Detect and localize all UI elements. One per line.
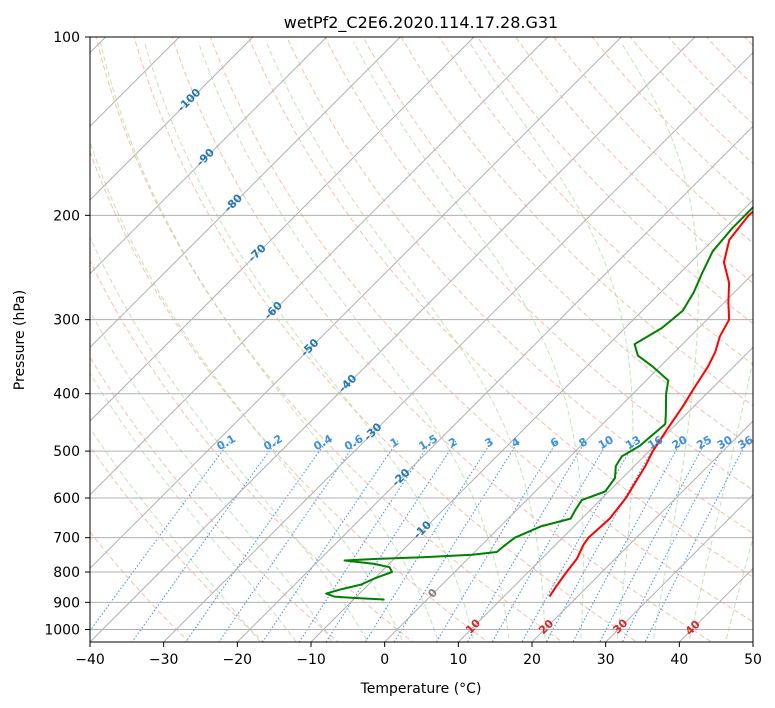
x-tick-label: −40 <box>75 652 105 668</box>
mixing-ratio-line <box>435 440 558 642</box>
isotherm-line <box>90 37 254 201</box>
moist-adiabat-line <box>468 41 634 642</box>
dry-adiabat-line <box>209 37 753 623</box>
x-axis-ticks: −40 −30 −20 −10 0 10 20 30 40 50 <box>75 642 762 668</box>
y-tick-label: 800 <box>53 565 80 581</box>
y-tick-label: 100 <box>53 30 80 46</box>
sounding-line <box>325 205 753 601</box>
isotherm-line <box>531 420 753 642</box>
mixing-ratio-line <box>491 440 609 642</box>
chart-title: wetPf2_C2E6.2020.114.17.28.G31 <box>284 13 558 33</box>
pressure-gridlines <box>90 37 753 630</box>
isotherm-line <box>310 199 753 642</box>
moist-adiabat-line <box>353 41 584 642</box>
mixing-ratio-line <box>644 440 748 642</box>
mixing-ratio-line <box>185 440 328 642</box>
isotherm-line <box>236 125 753 642</box>
moist-adiabat-line <box>198 41 510 642</box>
moist-adiabat-line <box>688 357 753 642</box>
mixing-ratio-label: 36 <box>736 433 756 452</box>
moist-adiabats <box>90 41 753 642</box>
moist-adiabat-line <box>90 427 261 642</box>
isotherm-line <box>604 493 753 642</box>
isotherm-line <box>90 37 549 496</box>
x-tick-label: −20 <box>223 652 253 668</box>
y-tick-label: 400 <box>53 387 80 403</box>
x-tick-label: 10 <box>449 652 467 668</box>
dry-adiabat-line <box>90 150 489 642</box>
mixing-ratio-line <box>466 440 587 642</box>
dry-adiabat-line <box>324 37 753 491</box>
mixing-ratio-line <box>90 440 231 632</box>
mixing-ratio-line <box>218 440 358 642</box>
x-tick-label: 20 <box>523 652 541 668</box>
moist-adiabat-line <box>620 41 699 642</box>
isotherm-line <box>383 272 753 642</box>
moist-adiabat-line <box>90 235 369 642</box>
dry-adiabat-line <box>171 37 713 642</box>
mixing-ratio-line <box>262 440 399 642</box>
isotherm-line <box>457 346 753 642</box>
plot-frame <box>89 36 754 643</box>
dry-adiabat-line <box>515 37 753 284</box>
dry-adiabat-line <box>400 37 753 407</box>
isotherm-line <box>90 37 328 275</box>
x-tick-label: 0 <box>380 652 389 668</box>
x-tick-label: −10 <box>296 652 326 668</box>
sounding-series <box>325 205 753 601</box>
moist-adiabat-line <box>90 372 297 642</box>
mixing-ratio-line <box>599 440 707 642</box>
dry-adiabat-line <box>362 37 753 449</box>
dry-adiabat-line <box>476 37 753 325</box>
dry-adiabat-line <box>286 37 753 534</box>
x-tick-label: −30 <box>149 652 179 668</box>
moist-adiabat-line <box>143 41 475 642</box>
moist-adiabat-line <box>265 41 546 642</box>
mixing-ratio-line <box>325 440 457 642</box>
dry-adiabat-line <box>90 259 414 642</box>
isotherm-line <box>90 37 475 422</box>
isotherm-line <box>90 37 402 349</box>
dry-adiabat-line <box>553 37 753 244</box>
x-axis-label: Temperature (°C) <box>360 681 482 697</box>
moist-adiabat-line <box>90 309 333 642</box>
x-tick-label: 30 <box>597 652 615 668</box>
y-tick-label: 500 <box>53 444 80 460</box>
y-tick-label: 1000 <box>44 622 80 638</box>
dry-adiabat-line <box>591 37 753 204</box>
y-tick-label: 700 <box>53 531 80 547</box>
y-tick-label: 300 <box>53 313 80 329</box>
x-tick-label: 50 <box>744 652 762 668</box>
mixing-ratio-line <box>298 440 432 642</box>
y-axis-label: Pressure (hPa) <box>12 290 28 390</box>
mixing-ratio-line <box>621 440 728 642</box>
isotherm-line <box>162 51 753 642</box>
y-tick-label: 900 <box>53 595 80 611</box>
isotherm-line <box>90 37 623 570</box>
y-tick-label: 200 <box>53 208 80 224</box>
sounding-line <box>548 210 753 598</box>
moist-adiabat-line <box>90 140 404 642</box>
moist-adiabat-line <box>724 536 753 642</box>
isotherm-lines <box>90 37 753 642</box>
dry-adiabat-line <box>90 356 340 642</box>
isotherm-line <box>90 37 696 642</box>
x-tick-label: 40 <box>670 652 688 668</box>
y-axis-ticks: 100 200 300 400 500 600 700 800 900 1000 <box>44 30 90 638</box>
moist-adiabat-line <box>99 41 440 642</box>
dry-adiabat-line <box>133 37 638 642</box>
y-tick-label: 600 <box>53 491 80 507</box>
